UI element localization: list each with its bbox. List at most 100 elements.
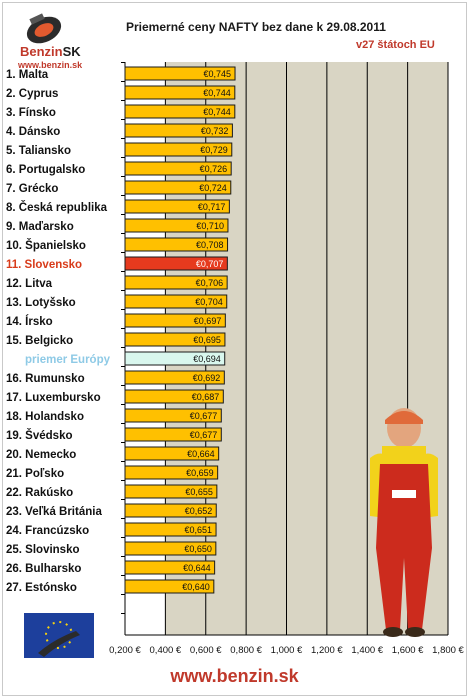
x-tick-label: 0,200 € [109, 645, 141, 656]
category-label: 17. Luxembursko [6, 392, 101, 404]
category-label: 18. Holandsko [6, 411, 84, 423]
x-tick-label: 1,600 € [392, 645, 424, 656]
bar [124, 180, 232, 195]
eu-flag [24, 613, 94, 658]
value-label: €0,744 [203, 88, 231, 98]
bar [124, 351, 226, 366]
bar [124, 465, 219, 480]
value-label: €0,724 [199, 183, 227, 193]
category-label: 11. Slovensko [6, 259, 82, 271]
value-label: €0,640 [182, 582, 210, 592]
footer-url: www.benzin.sk [170, 666, 299, 686]
category-label: 3. Fínsko [6, 107, 56, 119]
chart-subtitle: v27 štátoch EU [356, 39, 435, 51]
bar [124, 484, 218, 499]
value-label: €0,708 [196, 240, 224, 250]
bar [124, 123, 233, 138]
value-label: €0,744 [203, 107, 231, 117]
bar [124, 370, 225, 385]
x-tick-label: 1,000 € [271, 645, 303, 656]
bar [124, 503, 217, 518]
value-label: €0,644 [183, 563, 211, 573]
category-label: 21. Poľsko [6, 468, 64, 480]
logo-url: www.benzin.sk [18, 60, 83, 70]
value-label: €0,692 [193, 373, 221, 383]
value-label: €0,650 [184, 544, 212, 554]
value-label: €0,677 [190, 430, 218, 440]
category-label: 10. Španielsko [6, 239, 86, 252]
bar [124, 275, 228, 290]
value-label: €0,652 [185, 506, 213, 516]
category-label: 20. Nemecko [6, 449, 76, 461]
bar [124, 85, 236, 100]
category-label: 15. Belgicko [6, 335, 73, 347]
category-label: 12. Litva [6, 278, 53, 290]
value-label: €0,707 [196, 259, 224, 269]
category-label: 14. Írsko [6, 315, 53, 328]
fuel-nozzle-icon [26, 13, 62, 44]
category-label: 19. Švédsko [6, 429, 72, 442]
category-label: 1. Malta [6, 69, 49, 81]
bar [124, 218, 229, 233]
category-label: 27. Estónsko [6, 582, 77, 594]
category-label: 7. Grécko [6, 183, 58, 195]
category-label: 6. Portugalsko [6, 164, 85, 176]
x-tick-label: 0,800 € [230, 645, 262, 656]
bar [124, 161, 232, 176]
logo-wordmark: BenzinSK [20, 44, 81, 59]
bar [124, 142, 233, 157]
value-label: €0,687 [192, 392, 220, 402]
category-label: 22. Rakúsko [6, 487, 73, 499]
value-label: €0,729 [200, 145, 228, 155]
value-label: €0,659 [186, 468, 214, 478]
bar [124, 408, 222, 423]
bar [124, 313, 226, 328]
bar [124, 237, 229, 252]
average-label: priemer Európy [25, 354, 111, 366]
category-label: 9. Maďarsko [6, 221, 74, 233]
bar [124, 256, 228, 271]
value-label: €0,704 [195, 297, 223, 307]
value-label: €0,726 [200, 164, 228, 174]
value-label: €0,717 [198, 202, 226, 212]
x-tick-label: 0,600 € [190, 645, 222, 656]
category-label: 26. Bulharsko [6, 563, 81, 575]
x-tick-label: 1,400 € [351, 645, 383, 656]
category-label: 24. Francúzsko [6, 525, 89, 537]
x-tick-label: 1,200 € [311, 645, 343, 656]
value-label: €0,655 [185, 487, 213, 497]
gas-station-worker-figure [352, 398, 452, 638]
x-tick-label: 0,400 € [150, 645, 182, 656]
value-label: €0,697 [194, 316, 222, 326]
category-label: 5. Taliansko [6, 145, 71, 157]
value-label: €0,677 [190, 411, 218, 421]
value-label: €0,694 [193, 354, 221, 364]
bar [124, 389, 224, 404]
bar [124, 104, 236, 119]
category-label: 25. Slovinsko [6, 544, 80, 556]
value-label: €0,745 [203, 69, 231, 79]
value-label: €0,710 [196, 221, 224, 231]
bar [124, 560, 216, 575]
bar [124, 446, 220, 461]
bar [124, 579, 215, 594]
category-label: 23. Veľká Británia [6, 506, 102, 518]
category-label: 13. Lotyšsko [6, 297, 76, 309]
value-label: €0,706 [196, 278, 224, 288]
category-label: 4. Dánsko [6, 126, 60, 138]
bar [124, 427, 222, 442]
category-label: 2. Cyprus [6, 88, 58, 100]
value-label: €0,664 [187, 449, 215, 459]
x-tick-label: 1,800 € [432, 645, 464, 656]
bar [124, 332, 226, 347]
benzin-logo: BenzinSK www.benzin.sk [6, 8, 86, 70]
bar [124, 199, 230, 214]
value-label: €0,695 [193, 335, 221, 345]
value-label: €0,732 [201, 126, 229, 136]
bar [124, 541, 217, 556]
chart-title: Priemerné ceny NAFTY bez dane k 29.08.20… [126, 20, 386, 34]
bar [124, 522, 217, 537]
bar [124, 66, 236, 81]
category-label: 16. Rumunsko [6, 373, 85, 385]
